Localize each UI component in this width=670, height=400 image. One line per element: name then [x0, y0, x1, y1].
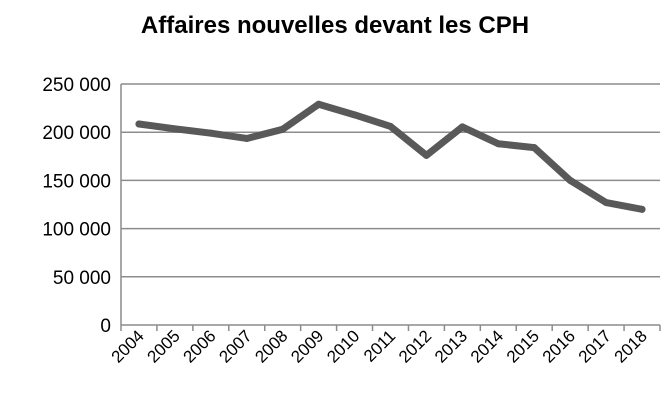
data-point: [351, 111, 359, 119]
chart-title: Affaires nouvelles devant les CPH: [140, 12, 530, 39]
x-tick-label: 2008: [251, 326, 291, 366]
data-point: [494, 140, 502, 148]
data-point: [243, 134, 251, 142]
data-point: [566, 176, 574, 184]
data-point: [422, 151, 430, 159]
axes: [120, 84, 661, 331]
y-tick-label: 150 000: [42, 171, 111, 192]
data-point: [638, 205, 646, 213]
x-tick-label: 2011: [360, 326, 399, 365]
x-tick-label: 2007: [215, 326, 255, 366]
series-lines: [135, 100, 646, 213]
data-point: [207, 129, 215, 137]
data-point: [387, 122, 394, 130]
y-tick-label: 0: [100, 316, 111, 337]
y-tick-label: 200 000: [42, 123, 111, 144]
data-point: [171, 125, 179, 133]
data-point: [135, 120, 143, 128]
x-tick-label: 2016: [539, 326, 579, 366]
x-tick-label: 2010: [323, 326, 363, 366]
x-tick-label: 2006: [179, 326, 219, 366]
y-tick-labels: 0 50 000 100 000 150 000 200 000 250 000: [42, 75, 111, 337]
x-tick-label: 2005: [144, 326, 184, 366]
data-point: [315, 100, 323, 108]
data-point: [458, 123, 466, 131]
gridlines: [121, 83, 660, 278]
x-tick-label: 2014: [467, 326, 507, 366]
x-tick-labels: 2004200520062007200820092010201120122013…: [108, 326, 651, 366]
x-tick-label: 2013: [431, 326, 471, 366]
y-tick-label: 250 000: [42, 75, 111, 96]
x-tick-label: 2018: [611, 326, 651, 366]
series-line: [135, 100, 646, 213]
data-point: [279, 125, 287, 133]
x-tick-label: 2004: [108, 326, 148, 366]
data-point: [602, 199, 610, 207]
y-tick-label: 100 000: [42, 220, 111, 241]
x-tick-label: 2009: [287, 326, 327, 366]
x-tick-label: 2017: [575, 326, 615, 366]
data-point: [530, 144, 538, 152]
x-tick-label: 2015: [503, 326, 543, 366]
y-tick-label: 50 000: [53, 268, 111, 289]
x-tick-label: 2012: [395, 326, 435, 366]
